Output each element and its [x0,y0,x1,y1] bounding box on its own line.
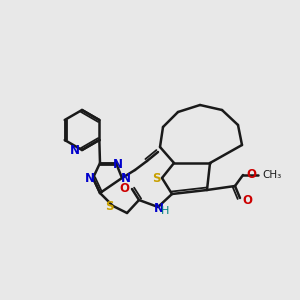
Text: O: O [242,194,252,206]
Text: N: N [85,172,95,185]
Text: O: O [119,182,129,194]
Text: N: N [113,158,123,172]
Text: CH₃: CH₃ [262,170,281,180]
Text: N: N [121,172,131,184]
Text: S: S [152,172,160,185]
Text: O: O [246,169,256,182]
Text: N: N [154,202,164,215]
Text: S: S [105,200,113,214]
Text: N: N [70,143,80,157]
Text: H: H [161,206,169,216]
